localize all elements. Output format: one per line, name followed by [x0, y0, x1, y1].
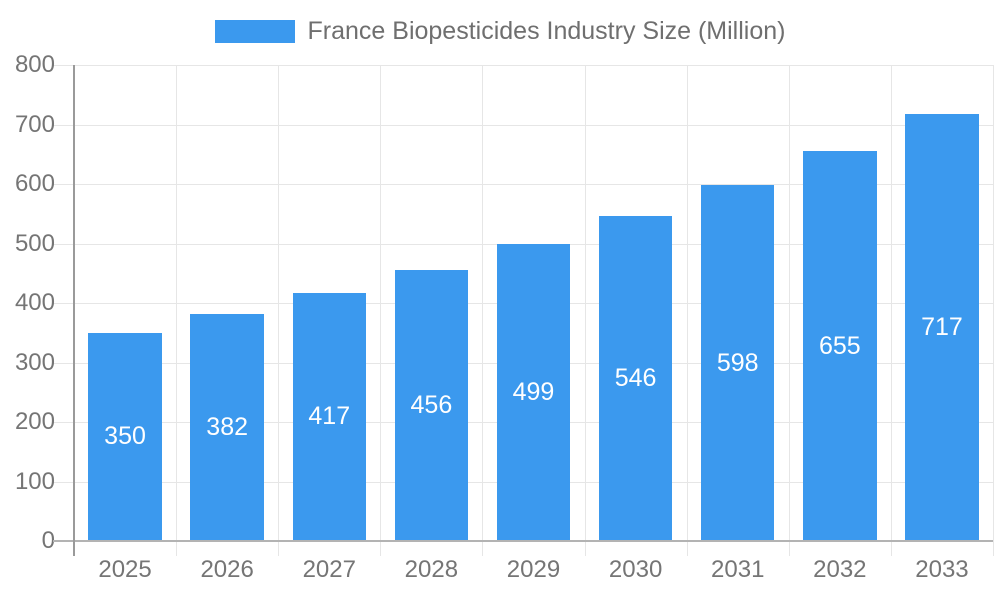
- x-axis-label: 2025: [98, 556, 152, 583]
- bar-2026[interactable]: 382: [190, 313, 264, 541]
- legend-swatch[interactable]: [214, 19, 295, 43]
- y-axis-label: 100: [14, 467, 55, 495]
- bar-2029[interactable]: 499: [496, 244, 571, 541]
- y-axis-label: 400: [14, 289, 55, 316]
- x-axis-label: 2029: [506, 556, 561, 583]
- y-axis-label: 700: [14, 110, 55, 138]
- y-axis-label: 600: [14, 170, 55, 197]
- bar-value-label: 350: [104, 422, 146, 451]
- x-axis-label: 2032: [813, 556, 867, 583]
- x-axis-label: 2031: [711, 556, 765, 583]
- plot-right-border: [993, 65, 994, 556]
- gridline-horizontal: [53, 124, 993, 126]
- gridline-horizontal: [53, 184, 993, 185]
- y-axis-label: 300: [14, 348, 55, 376]
- x-axis-label: 2026: [200, 556, 254, 583]
- x-axis-label: 2027: [302, 556, 356, 583]
- legend-label: France Biopesticides Industry Size (Mill…: [307, 16, 786, 45]
- gridline-horizontal: [53, 243, 993, 245]
- bar-value-label: 417: [308, 402, 351, 431]
- bar-2030[interactable]: 546: [598, 216, 673, 541]
- bar-value-label: 456: [410, 390, 453, 419]
- y-axis-label: 800: [14, 51, 55, 78]
- x-axis-label: 2030: [608, 556, 663, 583]
- gridline-vertical: [686, 65, 688, 556]
- bar-value-label: 655: [818, 331, 861, 360]
- bar-value-label: 546: [614, 364, 657, 393]
- bar-2025[interactable]: 350: [88, 332, 162, 541]
- gridline-vertical: [278, 65, 280, 556]
- y-axis-label: 500: [14, 229, 55, 257]
- gridline-vertical: [788, 65, 790, 556]
- y-axis-line: [73, 65, 75, 556]
- x-axis-line: [53, 540, 993, 542]
- x-axis-label: 2028: [404, 556, 459, 583]
- x-axis-label: 2033: [915, 556, 969, 583]
- y-axis-label: 0: [41, 527, 55, 554]
- bar-2033[interactable]: 717: [905, 114, 979, 541]
- gridline-horizontal: [53, 65, 993, 66]
- bar-2028[interactable]: 456: [394, 269, 469, 541]
- bar-value-label: 382: [206, 412, 249, 441]
- bar-2031[interactable]: 598: [700, 185, 775, 541]
- bar-value-label: 499: [512, 378, 555, 407]
- gridline-vertical: [482, 65, 484, 556]
- bar-value-label: 717: [921, 313, 963, 342]
- bar-value-label: 598: [716, 348, 759, 377]
- gridline-vertical: [380, 65, 382, 556]
- legend: France Biopesticides Industry Size (Mill…: [0, 17, 1000, 45]
- bar-2027[interactable]: 417: [292, 292, 367, 541]
- gridline-vertical: [890, 65, 892, 556]
- gridline-vertical: [584, 65, 586, 556]
- plot-area: 0 100 200 300 400 500 600 700 800 350 2025 382 2026 4…: [15, 51, 994, 583]
- bar-2032[interactable]: 655: [803, 151, 877, 541]
- y-axis-label: 200: [14, 408, 55, 435]
- gridline-vertical: [176, 65, 178, 556]
